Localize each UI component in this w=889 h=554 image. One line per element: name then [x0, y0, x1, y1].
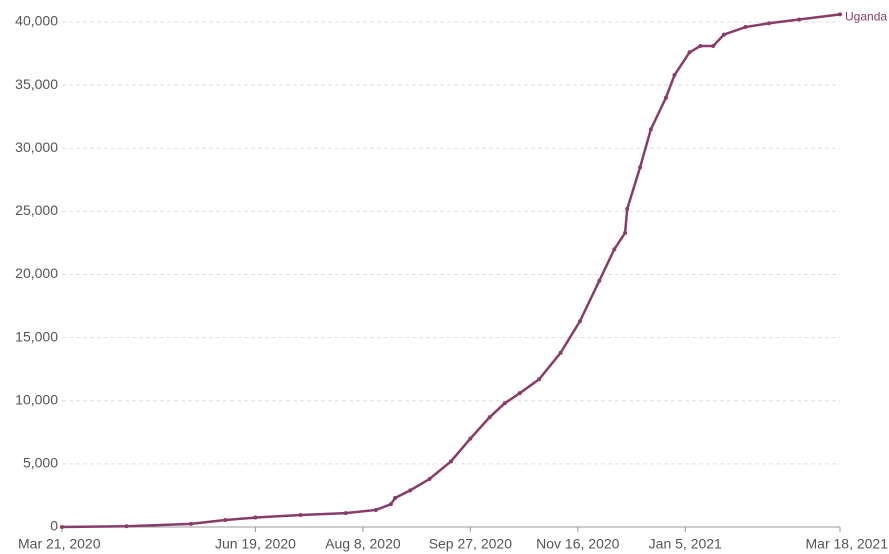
point [487, 415, 492, 420]
point [638, 165, 643, 170]
y-tick-label: 35,000 [15, 76, 58, 92]
point [253, 515, 258, 520]
point [672, 73, 677, 78]
point [767, 21, 772, 26]
point [577, 319, 582, 324]
point [223, 518, 228, 523]
point [537, 377, 542, 382]
point [838, 12, 842, 17]
point [625, 206, 630, 211]
point [698, 43, 703, 48]
point [648, 127, 653, 132]
point [687, 50, 692, 55]
line [61, 13, 841, 529]
point [797, 17, 802, 22]
y-tick-label: 0 [50, 518, 58, 534]
point [427, 477, 432, 482]
point [60, 525, 64, 529]
x-tick-label: Nov 16, 2020 [536, 536, 619, 552]
point [517, 391, 522, 396]
y-tick-label: 20,000 [15, 265, 58, 281]
x-tick-label: Jan 5, 2021 [649, 536, 722, 552]
y-tick-label: 10,000 [15, 391, 58, 407]
point [188, 521, 193, 526]
point [393, 495, 398, 500]
y-tick-label: 40,000 [15, 13, 58, 29]
point [298, 513, 303, 518]
point [343, 511, 348, 516]
point [663, 95, 668, 100]
x-tick-label: Aug 8, 2020 [325, 536, 401, 552]
point [721, 32, 726, 37]
point [711, 43, 716, 48]
series-label: Uganda [845, 10, 887, 24]
x-tick-label: Mar 21, 2020 [18, 536, 101, 552]
y-tick-label: 30,000 [15, 139, 58, 155]
x-tick-label: Jun 19, 2020 [215, 536, 296, 552]
point [743, 25, 748, 30]
x-tick-label: Sep 27, 2020 [429, 536, 513, 552]
point [408, 488, 413, 493]
point [612, 247, 617, 252]
point [558, 350, 563, 355]
point [373, 507, 378, 512]
point [623, 230, 628, 235]
y-tick-label: 25,000 [15, 202, 58, 218]
point [502, 401, 507, 406]
point [124, 524, 129, 529]
point [597, 278, 602, 283]
point [468, 436, 473, 441]
x-tick-label: Mar 18, 2021 [806, 536, 889, 552]
y-tick-label: 15,000 [15, 328, 58, 344]
y-tick-label: 5,000 [23, 455, 58, 471]
point [449, 459, 453, 464]
point [388, 502, 393, 507]
